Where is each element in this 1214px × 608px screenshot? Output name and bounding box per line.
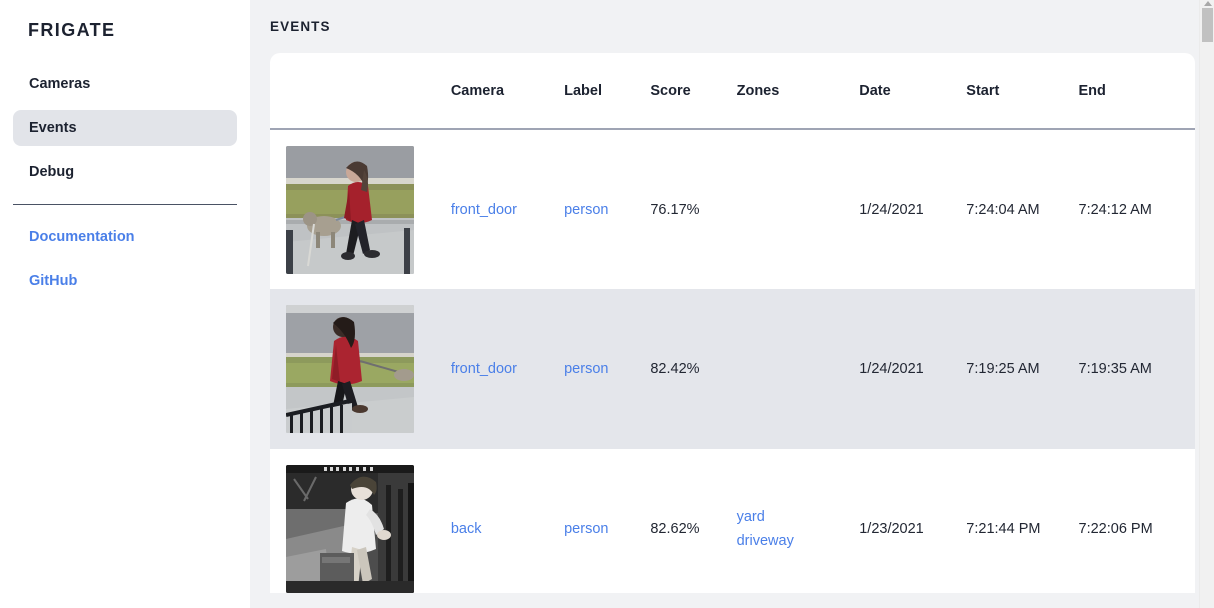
sidebar: FRIGATE Cameras Events Debug Documentati… bbox=[0, 0, 250, 608]
column-header-end[interactable]: End bbox=[1078, 82, 1106, 99]
event-label-cell: person bbox=[564, 449, 650, 593]
event-end-time: 7:19:35 AM bbox=[1078, 289, 1195, 449]
event-score: 82.42% bbox=[650, 289, 737, 449]
event-start-time: 7:24:04 AM bbox=[966, 201, 1040, 218]
event-score: 82.62% bbox=[650, 521, 700, 537]
event-thumbnail-cell bbox=[270, 289, 451, 449]
table-row[interactable]: back person 82.62% yard driveway 1/23/20… bbox=[270, 449, 1195, 593]
app-brand-title: FRIGATE bbox=[28, 20, 116, 40]
sidebar-item-events[interactable]: Events bbox=[13, 110, 237, 146]
event-score: 76.17% bbox=[650, 201, 700, 218]
event-camera-link[interactable]: front_door bbox=[450, 361, 517, 377]
event-start-time: 7:21:44 PM bbox=[966, 521, 1041, 537]
scroll-up-arrow-icon[interactable] bbox=[1204, 1, 1212, 6]
event-label-link[interactable]: person bbox=[564, 521, 609, 537]
page-scrollbar[interactable] bbox=[1199, 0, 1214, 608]
event-thumbnail-cell bbox=[270, 129, 451, 289]
sidebar-link-documentation[interactable]: Documentation bbox=[29, 229, 135, 245]
event-camera-cell: back bbox=[451, 449, 564, 593]
event-zone-link-driveway[interactable]: driveway bbox=[736, 533, 794, 549]
column-header-zones[interactable]: Zones bbox=[736, 82, 780, 99]
column-header-thumbnail bbox=[270, 53, 451, 129]
sidebar-external-links: Documentation GitHub bbox=[0, 221, 250, 297]
event-zones-cell bbox=[737, 129, 860, 289]
sidebar-divider bbox=[13, 204, 237, 205]
event-zone-link-yard[interactable]: yard bbox=[736, 509, 765, 525]
event-thumbnail-cell bbox=[270, 449, 451, 593]
sidebar-link-github[interactable]: GitHub bbox=[29, 273, 78, 289]
event-thumbnail-daylight-dogwalker[interactable] bbox=[286, 145, 414, 274]
column-header-date[interactable]: Date bbox=[859, 82, 891, 99]
event-label-link[interactable]: person bbox=[564, 361, 609, 377]
event-zones-cell: yard driveway bbox=[737, 449, 860, 593]
event-camera-cell: front_door bbox=[451, 129, 564, 289]
column-header-start[interactable]: Start bbox=[966, 82, 1000, 99]
event-zones-cell bbox=[736, 289, 860, 449]
event-label-cell: person bbox=[564, 129, 650, 289]
column-header-score[interactable]: Score bbox=[650, 82, 691, 99]
event-thumbnail-infrared-night-person[interactable] bbox=[286, 465, 414, 593]
events-card: Camera Label Score Zones Date Start End bbox=[270, 53, 1195, 593]
sidebar-item-debug[interactable]: Debug bbox=[29, 164, 75, 180]
event-end-time: 7:22:06 PM bbox=[1078, 521, 1153, 537]
event-camera-link[interactable]: back bbox=[450, 521, 482, 537]
event-end-time: 7:24:12 AM bbox=[1078, 201, 1152, 218]
events-table-header: Camera Label Score Zones Date Start End bbox=[270, 53, 1195, 129]
event-thumbnail-daylight-walker-leash[interactable] bbox=[286, 305, 414, 433]
event-date: 1/24/2021 bbox=[859, 201, 924, 218]
header-row: Camera Label Score Zones Date Start End bbox=[270, 53, 1195, 129]
sidebar-item-cameras[interactable]: Cameras bbox=[29, 76, 91, 92]
event-camera-link[interactable]: front_door bbox=[450, 201, 517, 218]
table-row[interactable]: front_door person 82.42% 1/24/2021 7:19:… bbox=[270, 289, 1195, 449]
event-label-link[interactable]: person bbox=[564, 201, 609, 218]
event-camera-cell: front_door bbox=[450, 289, 565, 449]
page-scrollbar-thumb[interactable] bbox=[1202, 8, 1213, 42]
event-start-time: 7:19:25 AM bbox=[966, 289, 1079, 449]
event-label-cell: person bbox=[564, 289, 651, 449]
column-header-label[interactable]: Label bbox=[564, 82, 602, 99]
column-header-camera[interactable]: Camera bbox=[450, 82, 505, 99]
event-date: 1/24/2021 bbox=[859, 289, 967, 449]
event-date: 1/23/2021 bbox=[859, 521, 924, 537]
table-row[interactable]: front_door person 76.17% 1/24/2021 7:24:… bbox=[270, 129, 1195, 289]
events-table: Camera Label Score Zones Date Start End bbox=[270, 53, 1195, 593]
sidebar-nav: Cameras Events Debug bbox=[0, 66, 250, 190]
page-title: EVENTS bbox=[270, 19, 331, 34]
main-content: EVENTS Camera Label Score Zones Date Sta… bbox=[250, 0, 1214, 608]
events-table-body: front_door person 76.17% 1/24/2021 7:24:… bbox=[270, 129, 1195, 593]
